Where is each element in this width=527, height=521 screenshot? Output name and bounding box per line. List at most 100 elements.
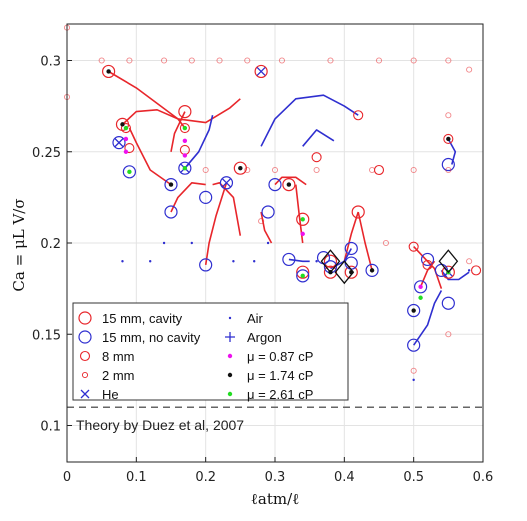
- data-point: [300, 217, 305, 222]
- data-point: [256, 66, 266, 76]
- data-point: [422, 259, 433, 270]
- data-point: [411, 308, 416, 313]
- data-point: [296, 212, 310, 226]
- data-point: [124, 143, 135, 154]
- data-point: [375, 57, 383, 64]
- data-point: [327, 57, 334, 64]
- data-point: [407, 338, 421, 352]
- data-point: [282, 178, 296, 192]
- data-point: [244, 166, 251, 174]
- diamond-marker: [334, 260, 355, 285]
- trajectory-curve: [413, 290, 443, 346]
- data-point: [202, 166, 209, 174]
- x-tick-label: 0: [63, 470, 71, 485]
- data-point: [164, 205, 178, 219]
- legend: 15 mm, cavity Air 15 mm, no cavity Argon 8 m…: [72, 302, 349, 402]
- data-point: [233, 161, 247, 175]
- trajectory-curve: [302, 129, 335, 147]
- legend-marker: [81, 371, 89, 379]
- data-point: [445, 57, 452, 64]
- data-point: [112, 136, 126, 150]
- y-tick-label: 0.25: [32, 146, 61, 161]
- trajectory-curve: [184, 115, 214, 169]
- data-point: [216, 57, 223, 64]
- data-point: [122, 165, 136, 179]
- legend-marker: [227, 353, 233, 359]
- data-point: [179, 144, 190, 155]
- data-point: [168, 182, 174, 187]
- data-point: [178, 161, 192, 175]
- data-point: [410, 57, 417, 64]
- trajectory-curve: [121, 109, 186, 129]
- data-point: [323, 265, 338, 279]
- plot-frame: [66, 23, 484, 463]
- data-point: [441, 157, 455, 172]
- data-point: [369, 268, 375, 273]
- data-point: [373, 164, 385, 176]
- legend-marker: [227, 372, 233, 378]
- y-tick-label: 0.3: [40, 55, 61, 70]
- y-tick-label: 0.1: [40, 420, 61, 435]
- data-point: [282, 252, 296, 267]
- legend-label: 15 mm, no cavity: [102, 330, 201, 345]
- data-point: [441, 265, 455, 279]
- data-point: [121, 260, 124, 263]
- diamond-marker: [320, 249, 341, 274]
- legend-label: μ = 2.61 cP: [247, 387, 313, 402]
- data-point: [268, 178, 282, 192]
- x-tick-label: 0.1: [126, 470, 147, 485]
- reference-line-label: Theory by Duez et al, 2007: [76, 417, 244, 433]
- legend-label: μ = 0.87 cP: [247, 349, 313, 364]
- data-point: [311, 152, 322, 163]
- trajectory-curve: [274, 176, 307, 186]
- data-point: [106, 69, 111, 74]
- data-point: [467, 269, 471, 272]
- data-point: [344, 241, 358, 256]
- data-point: [162, 241, 166, 245]
- trajectory-curve: [128, 127, 172, 186]
- data-point: [253, 260, 256, 263]
- trajectory-curve: [288, 258, 310, 263]
- data-point: [120, 122, 125, 127]
- trajectory-curve: [212, 182, 242, 236]
- data-point: [114, 138, 124, 148]
- legend-marker: [228, 316, 232, 320]
- legend-marker: [78, 330, 92, 344]
- data-point: [300, 273, 305, 279]
- data-point: [179, 122, 190, 134]
- data-point: [164, 178, 178, 192]
- data-point: [408, 241, 419, 252]
- data-point: [123, 136, 129, 142]
- data-point: [407, 303, 421, 318]
- data-point: [238, 165, 243, 171]
- trajectory-curves: [108, 70, 470, 346]
- x-axis-title: ℓatm/ℓ: [251, 490, 300, 508]
- data-point: [149, 260, 152, 263]
- legend-marker: [79, 350, 91, 362]
- data-point: [254, 64, 268, 79]
- x-tick-label: 0.6: [473, 470, 494, 485]
- trajectory-curve: [204, 182, 228, 266]
- legend-label: Argon: [247, 330, 282, 345]
- data-point: [98, 57, 105, 64]
- legend-marker: [225, 332, 235, 342]
- data-point: [261, 205, 275, 219]
- data-point: [232, 260, 235, 263]
- x-tick-label: 0.5: [403, 470, 424, 485]
- legend-marker: [80, 389, 90, 399]
- data-point: [126, 57, 133, 64]
- data-point: [127, 169, 132, 175]
- data-point: [443, 133, 454, 145]
- data-point: [120, 122, 131, 134]
- data-point: [344, 265, 358, 279]
- data-point: [414, 280, 428, 294]
- data-point: [286, 182, 292, 187]
- data-point: [410, 367, 417, 374]
- data-point: [445, 331, 452, 338]
- legend-label: 15 mm, cavity: [102, 311, 183, 326]
- data-point: [219, 176, 234, 190]
- y-tick-label: 0.2: [40, 237, 61, 252]
- trajectory-curve: [108, 70, 241, 124]
- data-point: [412, 378, 415, 382]
- trajectory-curve: [260, 94, 359, 147]
